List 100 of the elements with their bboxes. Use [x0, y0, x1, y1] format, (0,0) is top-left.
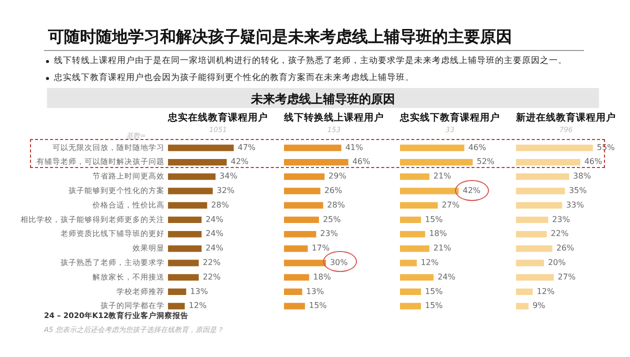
- chart-title: 忠实在线教育课程用户: [167, 112, 268, 124]
- bar: [284, 230, 316, 238]
- bar: [168, 274, 199, 281]
- data-label: 46%: [352, 157, 371, 166]
- data-label: 23%: [552, 214, 570, 224]
- data-label: 22%: [202, 272, 221, 282]
- data-label: 17%: [312, 244, 330, 253]
- bar: [400, 288, 421, 296]
- data-label: 13%: [190, 286, 208, 296]
- bar: [284, 173, 325, 180]
- data-label: 24%: [206, 244, 224, 253]
- bar: [284, 202, 324, 209]
- bar: [284, 274, 310, 281]
- chart-title: 线下转换线上课程用户: [283, 112, 384, 124]
- data-label: 12%: [536, 286, 555, 296]
- bar: [168, 144, 234, 152]
- bar: [516, 274, 554, 281]
- data-label: 46%: [468, 142, 487, 152]
- text: 未来考虑线上辅导班的原因: [47, 91, 599, 108]
- bar: [284, 260, 326, 266]
- data-label: 26%: [324, 186, 343, 196]
- data-label: 24%: [206, 214, 224, 224]
- data-label: 22%: [550, 229, 569, 238]
- data-label: 28%: [327, 200, 346, 210]
- data-label: 42%: [230, 157, 249, 166]
- bar: [168, 245, 202, 252]
- data-label: 29%: [328, 172, 347, 181]
- data-label: 28%: [211, 200, 230, 210]
- bar: [284, 144, 342, 152]
- bar: [400, 158, 473, 166]
- bar: [168, 230, 202, 238]
- chart-title: 新进在线教育课程用户: [515, 112, 616, 124]
- data-label: 38%: [573, 172, 592, 181]
- data-label: 52%: [476, 157, 495, 166]
- data-label: 20%: [548, 258, 566, 267]
- data-label: 18%: [429, 229, 448, 238]
- bar: [516, 260, 544, 266]
- bar: [516, 202, 562, 209]
- chart-title: 忠实线下教育课程用户: [399, 112, 500, 124]
- bar: [516, 216, 548, 224]
- data-label: 33%: [566, 200, 584, 210]
- bar: [516, 144, 593, 152]
- data-label: 35%: [568, 186, 588, 196]
- data-label: 18%: [313, 272, 332, 282]
- bar: [168, 260, 199, 266]
- data-label: 22%: [202, 258, 221, 267]
- data-label: 26%: [556, 244, 575, 253]
- data-label: 9%: [532, 301, 546, 310]
- bar: [400, 216, 421, 224]
- data-label: 12%: [188, 301, 207, 310]
- bar: [400, 274, 434, 281]
- bar: [400, 173, 430, 180]
- data-label: 23%: [320, 229, 338, 238]
- bar: [284, 188, 320, 194]
- bar: [284, 158, 348, 166]
- bar: [400, 245, 430, 252]
- data-label: 24%: [206, 229, 224, 238]
- bar: [400, 260, 417, 266]
- bar: [400, 144, 464, 152]
- bar: [284, 216, 319, 224]
- bar: [284, 245, 308, 252]
- data-label: 15%: [424, 301, 444, 310]
- bar: [400, 188, 459, 194]
- bar: [168, 202, 208, 209]
- data-label: 47%: [238, 142, 256, 152]
- bar: [516, 302, 529, 310]
- data-label: 21%: [433, 172, 452, 181]
- text: 可随时随地学习和解决孩子疑问是未来考虑线上辅导班的主要原因: [48, 27, 512, 48]
- bar: [516, 230, 547, 238]
- bar: [284, 288, 302, 296]
- bar: [400, 202, 438, 209]
- bar: [284, 302, 305, 310]
- data-label: 30%: [330, 258, 348, 267]
- bar: [516, 158, 580, 166]
- data-label: 42%: [462, 186, 481, 196]
- bar: [168, 188, 213, 194]
- data-label: 15%: [308, 301, 328, 310]
- bar: [400, 230, 426, 238]
- data-label: 27%: [558, 272, 576, 282]
- bar: [516, 288, 533, 296]
- data-label: 13%: [306, 286, 324, 296]
- bar: [168, 216, 202, 224]
- data-label: 25%: [322, 214, 342, 224]
- text: 线下转线上课程用户由于是在同一家培训机构进行的转化，孩子熟悉了老师，主动要求学是未来考虑线上辅导班的主要原因之一。: [54, 55, 567, 67]
- data-label: 21%: [433, 244, 452, 253]
- data-label: 41%: [345, 142, 364, 152]
- data-label: 12%: [420, 258, 439, 267]
- bar: [400, 302, 421, 310]
- data-label: 24%: [438, 272, 456, 282]
- data-label: 15%: [424, 214, 444, 224]
- bar: [168, 158, 227, 166]
- bar: [516, 188, 565, 194]
- bar: [516, 173, 570, 180]
- bar: [168, 173, 216, 180]
- text: 忠实线下教育课程用户也会因为孩子能得到更个性化的教育方案而在未来考虑线上辅导班。: [54, 72, 414, 84]
- bar: [168, 302, 185, 310]
- bar: [168, 288, 186, 296]
- data-label: 32%: [216, 186, 235, 196]
- data-label: 34%: [220, 172, 238, 181]
- data-label: 27%: [442, 200, 460, 210]
